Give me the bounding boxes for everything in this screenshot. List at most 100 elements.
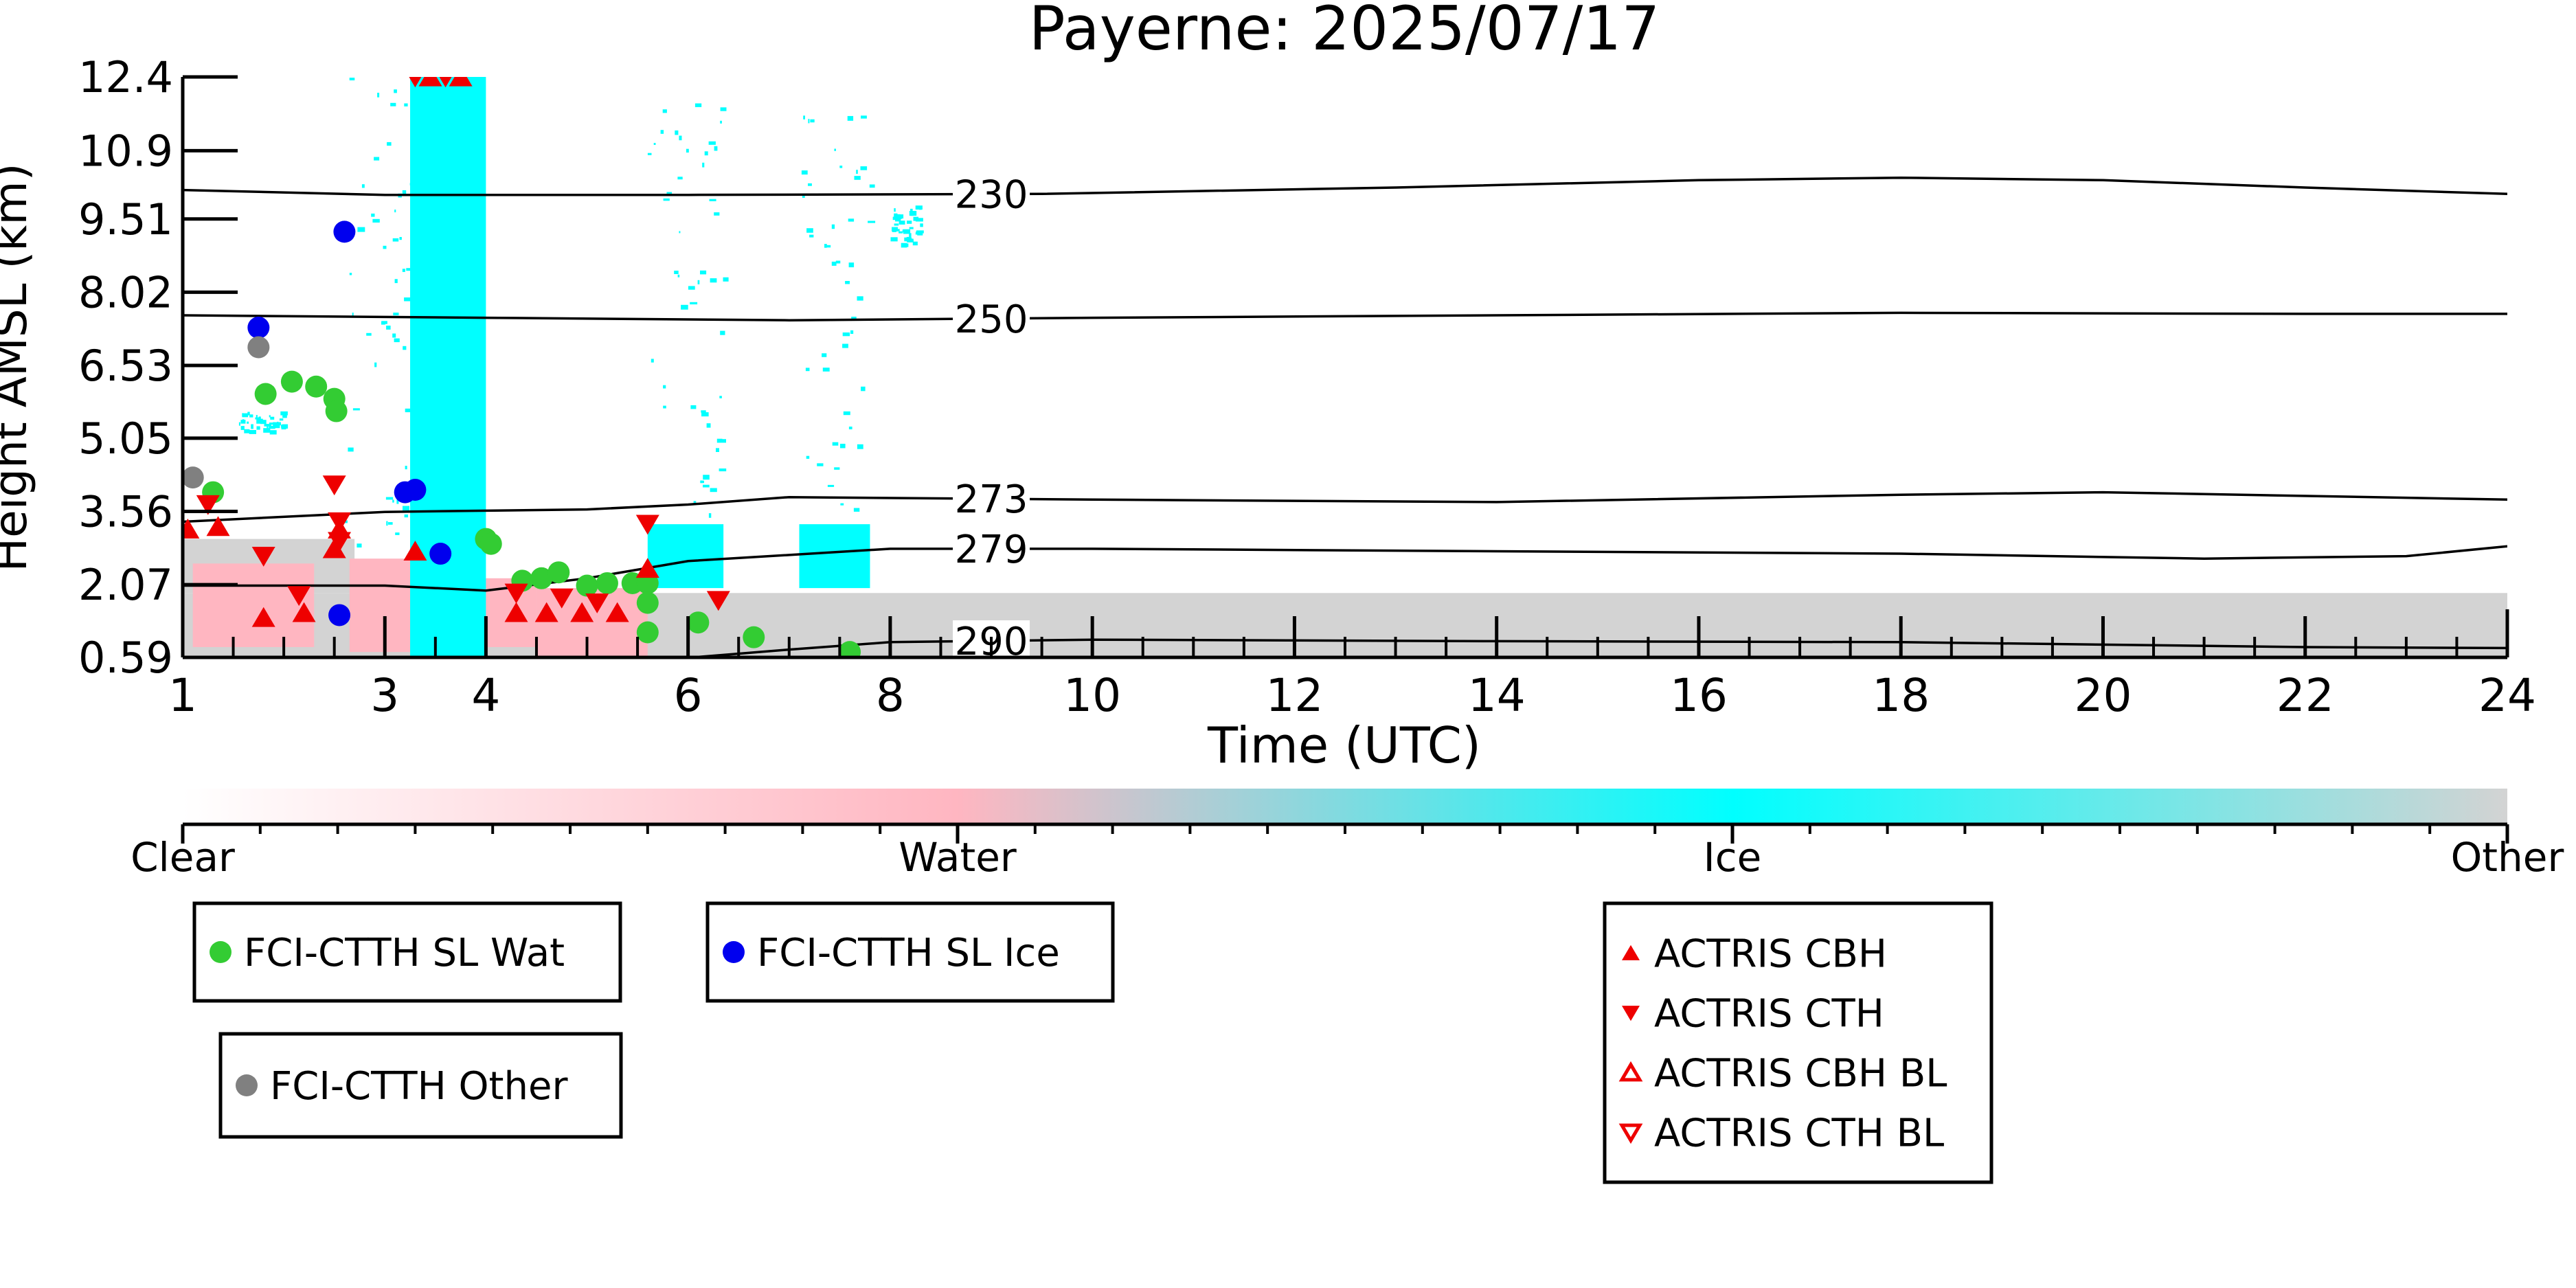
marker-actris-cth bbox=[706, 591, 730, 611]
mask-region-ice bbox=[801, 115, 876, 512]
legend-label-fci-ctth-sl-ice: FCI-CTTH SL Ice bbox=[757, 931, 1060, 975]
marker-actris-cth bbox=[328, 512, 352, 532]
legend-label-actris-cbh-bl: ACTRIS CBH BL bbox=[1654, 1052, 1947, 1096]
x-tick-label: 18 bbox=[1872, 669, 1930, 722]
x-tick-label: 8 bbox=[876, 669, 905, 722]
contour-label-bg bbox=[953, 173, 1030, 215]
legend-label-actris-cth: ACTRIS CTH bbox=[1654, 992, 1884, 1037]
mask-region-ice bbox=[238, 411, 289, 435]
marker-fci-ctth-sl-wat bbox=[576, 574, 598, 597]
marker-fci-ctth-sl-wat bbox=[305, 375, 328, 398]
marker-fci-ctth-sl-ice bbox=[247, 316, 270, 339]
x-tick-label: 20 bbox=[2074, 669, 2132, 722]
marker-actris-cth bbox=[322, 475, 346, 496]
marker-actris-cth bbox=[409, 77, 422, 88]
marker-fci-ctth-sl-ice bbox=[328, 604, 351, 626]
mask-region-ice bbox=[799, 524, 870, 589]
series-fci-ctth-sl-ice bbox=[247, 221, 452, 626]
contour-label-279: 279 bbox=[955, 528, 1028, 572]
marker-actris-cbh bbox=[605, 602, 629, 622]
marker-fci-ctth-sl-ice bbox=[333, 221, 356, 243]
y-tick-label: 3.56 bbox=[78, 486, 173, 536]
mask-region-ice bbox=[647, 524, 724, 589]
legend-label-actris-cth-bl: ACTRIS CTH BL bbox=[1654, 1111, 1944, 1156]
marker-fci-ctth-sl-ice bbox=[404, 479, 427, 501]
marker-fci-ctth-other bbox=[183, 466, 204, 489]
marker-actris-cbh bbox=[206, 516, 230, 536]
contour-label-250: 250 bbox=[955, 297, 1028, 342]
legend-box: ACTRIS CBH ACTRIS CTH ACTRIS CBH BL ACTRIS … bbox=[1603, 901, 1993, 1184]
contour-label-bg bbox=[953, 528, 1030, 569]
y-tick-label: 10.9 bbox=[78, 126, 173, 176]
contour-273 bbox=[183, 490, 2507, 523]
plot-area bbox=[183, 77, 2507, 657]
contour-230 bbox=[183, 176, 2507, 196]
marker-actris-cbh bbox=[418, 77, 442, 87]
marker-fci-ctth-sl-ice bbox=[429, 543, 452, 565]
legend-marker-actris-cth bbox=[1622, 1006, 1640, 1021]
x-tick-label: 10 bbox=[1063, 669, 1121, 722]
marker-fci-ctth-sl-wat bbox=[479, 532, 502, 555]
mask-region-ice bbox=[647, 103, 729, 518]
y-tick-label: 12.4 bbox=[78, 52, 173, 102]
axes: 0.59 2.07 3.56 5.05 6.53 8.02 9.51 10.9 12.4 1 3 4 6… bbox=[78, 52, 2536, 722]
legend-marker-actris-cbh-bl bbox=[1618, 1061, 1643, 1082]
legend-marker-actris-cth-bl bbox=[1618, 1123, 1643, 1144]
legend-label-fci-ctth-other: FCI-CTTH Other bbox=[270, 1064, 568, 1109]
y-axis-label: Height AMSL (km) bbox=[0, 163, 37, 572]
y-tick-label: 8.02 bbox=[78, 267, 173, 317]
colorbar-label-clear: Clear bbox=[131, 834, 235, 881]
marker-fci-ctth-sl-wat bbox=[687, 611, 710, 634]
legend-marker-fci-ctth-other bbox=[236, 1074, 258, 1096]
marker-fci-ctth-sl-wat bbox=[547, 561, 570, 584]
colorbar-labels: Clear Water Ice Other bbox=[131, 834, 2564, 881]
legend-marker-actris-cbh bbox=[1622, 945, 1640, 960]
x-tick-label: 3 bbox=[370, 669, 399, 722]
marker-fci-ctth-other bbox=[247, 336, 270, 359]
marker-actris-cbh bbox=[403, 541, 427, 561]
y-tick-label: 9.51 bbox=[78, 194, 173, 245]
colorbar-ticks bbox=[181, 822, 2509, 844]
contour-label-273: 273 bbox=[955, 477, 1028, 522]
chart-title: Payerne: 2025/07/17 bbox=[1029, 0, 1660, 64]
x-tick-label: 14 bbox=[1468, 669, 1526, 722]
x-tick-label: 4 bbox=[471, 669, 500, 722]
legend-box: FCI-CTTH SL Wat bbox=[192, 901, 622, 1003]
marker-fci-ctth-sl-wat bbox=[743, 626, 765, 648]
mask-region-ice bbox=[890, 205, 924, 248]
legend-label-actris-cbh: ACTRIS CBH bbox=[1654, 932, 1887, 977]
legend-frame bbox=[218, 1032, 623, 1139]
marker-fci-ctth-sl-wat bbox=[636, 621, 659, 644]
legend-box: FCI-CTTH SL Ice bbox=[705, 901, 1115, 1003]
x-tick-label: 1 bbox=[168, 669, 197, 722]
legend-marker-fci-ctth-sl-wat bbox=[210, 941, 231, 963]
mask-region-water bbox=[192, 563, 315, 647]
x-tick-label: 6 bbox=[674, 669, 703, 722]
marker-actris-cbh bbox=[534, 602, 558, 622]
legend-frame bbox=[705, 901, 1115, 1003]
marker-fci-ctth-sl-wat bbox=[636, 591, 659, 614]
legends: FCI-CTTH SL Wat FCI-CTTH SL Ice FCI-CTTH O… bbox=[192, 901, 1993, 1184]
series-actris-cth bbox=[196, 77, 730, 613]
temperature-contours bbox=[183, 176, 2507, 657]
marker-actris-cth bbox=[196, 495, 220, 515]
legend-box: FCI-CTTH Other bbox=[218, 1032, 623, 1139]
marker-actris-cth bbox=[504, 583, 528, 604]
series-fci-ctth-other bbox=[183, 336, 270, 489]
marker-actris-cth bbox=[585, 593, 609, 613]
marker-fci-ctth-sl-wat bbox=[325, 400, 348, 422]
marker-actris-cth bbox=[550, 588, 574, 609]
mask-region-ice bbox=[344, 78, 416, 547]
marker-fci-ctth-sl-wat bbox=[280, 370, 303, 393]
legend-frame bbox=[192, 901, 622, 1003]
y-tick-label: 5.05 bbox=[78, 414, 173, 464]
marker-actris-cth bbox=[251, 547, 275, 567]
marker-actris-cbh bbox=[183, 518, 200, 539]
legend-label-fci-ctth-sl-wat: FCI-CTTH SL Wat bbox=[244, 931, 565, 975]
contour-label-bg bbox=[953, 478, 1030, 520]
colorbar: Clear Water Ice Other bbox=[131, 789, 2564, 881]
colorbar-gradient bbox=[183, 789, 2507, 824]
x-tick-label: 24 bbox=[2478, 669, 2536, 722]
